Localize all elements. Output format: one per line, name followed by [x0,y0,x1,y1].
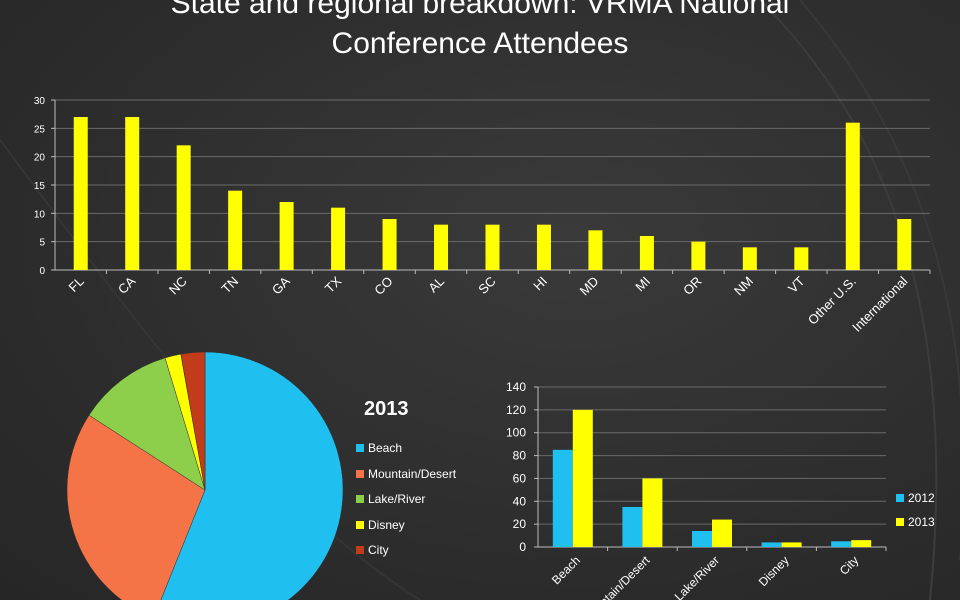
pie-slice [66,414,206,600]
y-tick-label: 15 [34,181,46,192]
y-tick-label: 100 [506,426,526,440]
x-tick-label: SC [475,274,498,297]
y-tick-label: 120 [506,403,526,417]
legend-swatch [356,546,364,554]
x-tick-label: TX [322,273,345,296]
bar [536,224,551,270]
page-title-line-2: Conference Attendees [331,27,629,60]
bar [228,190,243,270]
legend-item: City [356,543,389,557]
x-tick-label: International [849,273,910,334]
bar [639,236,654,270]
x-tick-label: MI [632,274,653,295]
legend-label: Disney [368,517,405,532]
pie-chart-2013 [66,351,344,600]
x-tick-label: TN [218,274,241,297]
bar-2012 [622,507,643,547]
pie-slice [160,351,344,600]
y-tick-label: 20 [34,153,46,164]
legend-item: 2012 [896,491,935,505]
x-tick-label: FL [66,274,87,295]
x-tick-label: Other U.S. [805,274,859,328]
bar-2013 [851,540,872,547]
y-tick-label: 40 [513,494,527,508]
x-tick-label: VT [785,273,807,295]
bar-2012 [761,542,782,547]
x-tick-label: CO [371,274,395,298]
legend-item: Lake/River [356,492,425,506]
page-title: State and regional breakdown: VRMA Natio… [0,0,960,64]
y-tick-label: 0 [519,540,526,554]
bar-2012 [692,531,712,547]
bar [125,117,140,270]
destination-legend: 2012 2013 [896,491,956,531]
bar-2012 [831,541,852,547]
legend-swatch [356,469,364,478]
bar [434,224,449,270]
bar [845,122,860,270]
y-tick-label: 30 [34,96,46,107]
bar [897,219,912,270]
bar [382,219,397,270]
x-tick-label: Lake/River [672,553,722,600]
legend-item: Beach [356,441,402,455]
bar-2013 [781,542,802,547]
legend-label: 2012 [908,491,935,505]
bar [588,230,603,270]
legend-label: Mountain/Desert [368,466,457,481]
y-tick-label: 0 [39,266,45,277]
legend-label: Lake/River [368,492,426,506]
page-title-line-1: State and regional breakdown: VRMA Natio… [170,0,790,20]
x-tick-label: HI [530,274,550,294]
pie-chart-title: 2013 [364,398,409,420]
legend-label: Beach [368,441,403,455]
x-tick-label: AL [425,274,447,296]
x-tick-label: Disney [756,553,792,589]
x-tick-label: OR [680,274,704,298]
legend-item: Disney [356,518,405,532]
x-tick-label: GA [269,273,293,297]
y-tick-label: 60 [513,471,527,485]
y-tick-label: 140 [506,380,526,394]
bar-2013 [572,409,593,547]
bar-2012 [552,449,573,547]
pie-legend: Beach Mountain/Desert Lake/River Disney City [356,441,486,571]
state-bar-chart: 0 5 10 15 20 25 30 FL CA NC TN GA TX CO AL SC HI MD MI OR NM… [34,96,931,335]
legend-swatch [896,518,904,526]
y-tick-label: 25 [34,124,46,135]
legend-swatch [356,495,364,503]
pie-slice [88,357,206,491]
bar [691,241,706,270]
legend-swatch [896,494,904,502]
y-tick-label: 80 [513,449,527,463]
bar-2013 [642,478,663,547]
y-tick-label: 20 [513,517,527,531]
legend-label: 2013 [908,515,935,529]
x-tick-label: Beach [549,553,583,587]
bar [73,117,88,270]
legend-item: Mountain/Desert [356,467,456,481]
legend-label: City [368,543,389,557]
bar [176,145,191,270]
bar [742,247,757,270]
x-tick-label: NC [166,274,190,298]
x-tick-label: NM [731,274,756,299]
bar-2013 [712,519,732,547]
bar [794,247,809,270]
bar [331,207,346,270]
legend-swatch [356,520,364,529]
y-tick-label: 10 [34,209,46,220]
bar [485,224,500,270]
legend-swatch [356,444,364,452]
x-tick-label: Mountain/Desert [580,553,653,600]
pie-slice [180,351,206,491]
y-tick-label: 5 [39,238,45,249]
x-tick-label: MD [577,274,602,299]
bar [279,202,294,270]
x-tick-label: CA [115,273,139,297]
x-tick-label: City [837,553,862,578]
legend-item: 2013 [896,515,935,529]
